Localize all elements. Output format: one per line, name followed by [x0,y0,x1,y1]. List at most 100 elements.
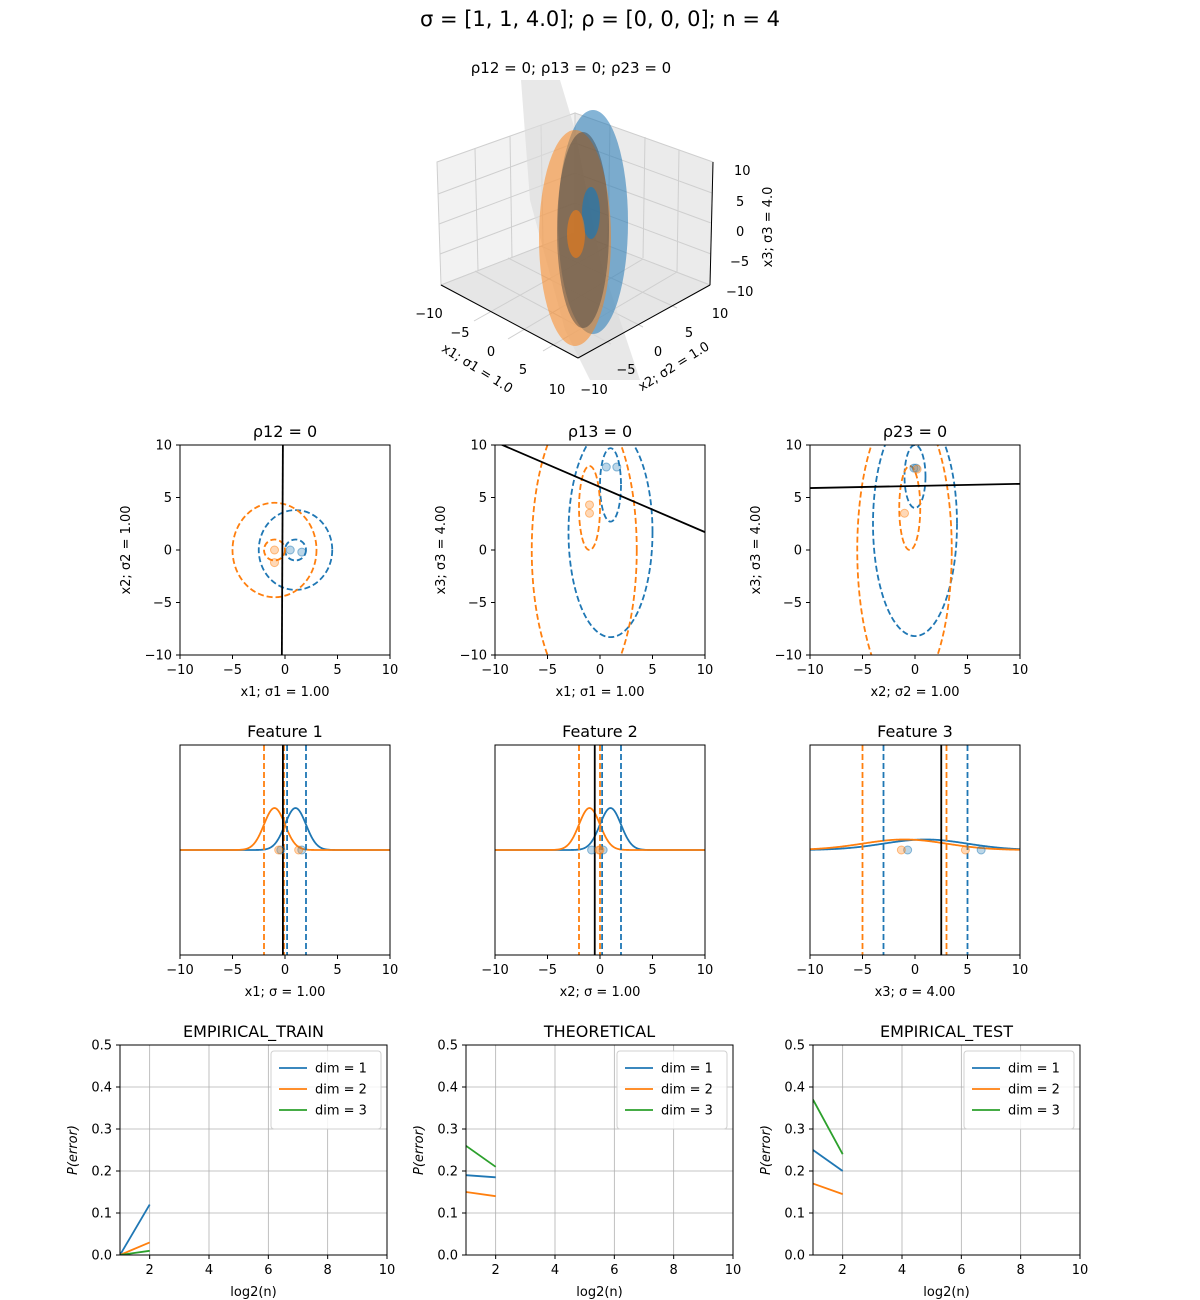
feature1-xtick-label: 10 [382,963,399,978]
empirical_train-legend-label: dim = 2 [315,1083,367,1098]
feature1-panel: Feature 1 −10 −5 0 5 10 x1; σ = 1.00 [166,722,398,1000]
feature3-xtick-label: −10 [796,963,823,978]
contour23-ytick-label: 10 [785,439,802,454]
feature2-xlabel: x2; σ = 1.00 [560,985,641,1000]
contour12-title: ρ12 = 0 [253,422,317,441]
contour13-contour-a [567,445,654,639]
empirical_test-xlabel: log2(n) [923,1285,969,1300]
contour12-xlabel: x1; σ1 = 1.00 [240,685,329,700]
theoretical-ytick-label: 0.4 [437,1081,458,1096]
feature2-title: Feature 2 [562,722,638,741]
feature3-xtick-label: 10 [1012,963,1029,978]
feature3-xtick-label: 0 [911,963,919,978]
feature1-xtick-label: −5 [223,963,242,978]
contour12-xtick-label: −10 [166,663,193,678]
contour23-point-b [900,508,909,518]
feature3-point-b [960,845,970,855]
empirical_train-series-b [120,1241,151,1255]
contour12-ytick-label: 10 [155,439,172,454]
theoretical-legend-label: dim = 3 [661,1104,713,1119]
empirical_train-series-c [120,1249,150,1255]
contour13-xtick-label: 10 [697,663,714,678]
empirical_train-ytick-label: 0.3 [91,1123,112,1138]
empirical_test-series-c [813,1099,844,1155]
surface3d-z-axis [709,161,714,286]
feature3-frame [809,744,1021,956]
surface3d-x-axis [440,284,579,359]
feature3-panel: Feature 3 −10 −5 0 5 10 x3; σ = 4.00 [796,722,1028,1000]
contour23-plot-area [810,445,1020,655]
surface3d-x-tick: −10 [415,307,442,322]
contour23-decision-boundary [810,482,1020,489]
theoretical-xtick-label: 2 [492,1263,500,1278]
contour23-ytick-label: 5 [794,491,802,506]
surface3d-y-tick: 5 [685,326,693,341]
contour23-contour-a [872,445,958,637]
contour13-ytick-label: −10 [460,649,487,664]
empirical_train-legend: dim = 1 dim = 2 dim = 3 [270,1050,382,1130]
theoretical-series-c [466,1145,497,1168]
feature1-frame [179,744,391,956]
surface3d-grid [642,136,646,259]
feature3-xtick-label: −5 [853,963,872,978]
empirical_train-xtick-label: 10 [379,1263,396,1278]
feature2-xtick-label: −10 [481,963,508,978]
theoretical-series-b [466,1191,496,1198]
contour12-ytick-label: −5 [153,596,172,611]
contour23-xtick-label: −10 [796,663,823,678]
empirical_train-legend-label: dim = 3 [315,1104,367,1119]
contour12-point-b [270,545,279,555]
empirical_test-ytick-label: 0.5 [784,1039,805,1054]
surface3d-x-tick: 0 [487,345,495,360]
empirical_train-title: EMPIRICAL_TRAIN [183,1022,324,1042]
empirical_train-xtick-label: 6 [264,1263,272,1278]
empirical_train-ytick-label: 0.4 [91,1081,112,1096]
feature1-point-a [297,845,307,855]
surface3d-y-ticks: −10 −5 0 5 10 [580,307,728,398]
feature2-xtick-label: 0 [596,963,604,978]
contour13-contour-b [578,465,601,551]
surface3d-z-tick: 0 [736,225,744,240]
empirical_test-xtick-label: 2 [839,1263,847,1278]
contour13-ytick-label: 0 [479,544,487,559]
empirical_test-ytick-label: 0.0 [784,1249,805,1264]
feature1-point-b [274,845,284,855]
empirical_test-ytick-label: 0.3 [784,1123,805,1138]
feature3-xtick-label: 5 [963,963,971,978]
empirical_test-legend-label: dim = 2 [1008,1083,1060,1098]
feature1-plot-area [180,745,390,955]
surface3d-panel: ρ12 = 0; ρ13 = 0; ρ23 = 0 [415,59,776,398]
theoretical-legend: dim = 1 dim = 2 dim = 3 [616,1050,728,1130]
contour13-contour-a [599,447,622,523]
feature1-xlabel: x1; σ = 1.00 [245,985,326,1000]
contour12-xtick-label: 0 [281,663,289,678]
contour13-contour-b [530,445,638,655]
contour13-xlabel: x1; σ1 = 1.00 [555,685,644,700]
contour12-xtick-label: −5 [223,663,242,678]
feature3-plot-area [810,745,1020,955]
contour12-point-a [297,547,307,557]
theoretical-xtick-label: 10 [725,1263,742,1278]
contour13-point-b [585,500,594,510]
empirical_test-xtick-label: 6 [957,1263,965,1278]
surface3d-z-tick: 10 [734,164,751,179]
contour23-contour-a [903,445,927,509]
feature2-panel: Feature 2 −10 −5 0 5 10 x2; σ = 1.00 [481,722,713,1000]
contour13-plot-area [500,445,705,655]
contour12-ytick-label: 5 [164,491,172,506]
empirical_train-ytick-label: 0.5 [91,1039,112,1054]
empirical_test-series-a [813,1149,844,1172]
contour23-xtick-label: 0 [911,663,919,678]
feature1-point-b [294,845,304,855]
contour13-ytick-label: 10 [470,439,487,454]
theoretical-ytick-label: 0.5 [437,1039,458,1054]
feature2-frame [494,744,706,956]
contour23-panel: ρ23 = 0 −10 −5 0 5 10 x2; σ2 = 1.00 −10 −5 0 5 10 x3… [749,422,1028,700]
theoretical-frame [465,1044,734,1256]
empirical_train-xtick-label: 8 [324,1263,332,1278]
theoretical-ytick-label: 0.1 [437,1207,458,1222]
surface3d-x-tick: −5 [450,326,469,341]
theoretical-xtick-label: 4 [551,1263,559,1278]
empirical_train-xlabel: log2(n) [230,1285,276,1300]
